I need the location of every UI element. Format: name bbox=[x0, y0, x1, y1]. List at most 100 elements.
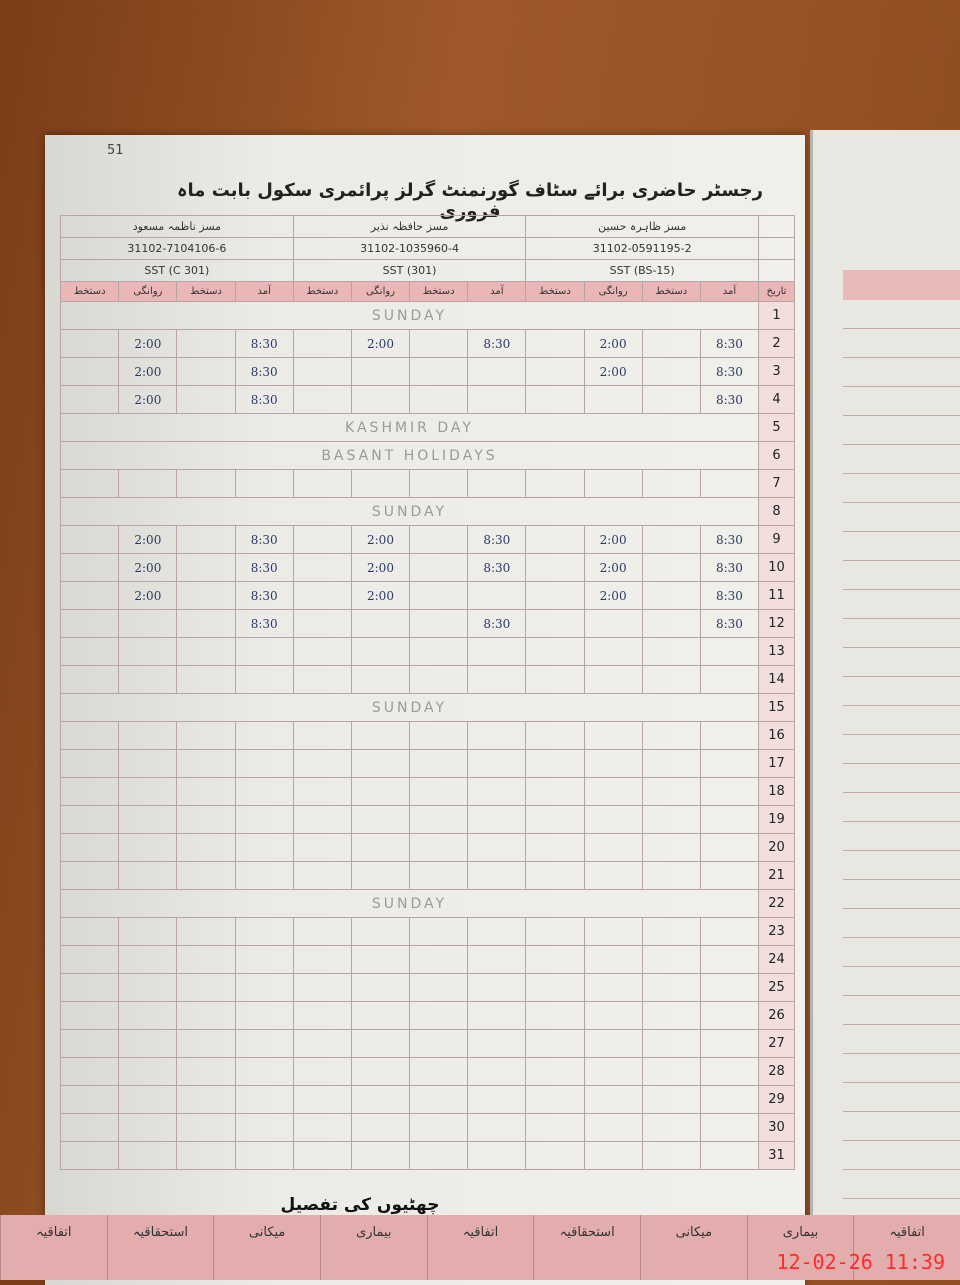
departure-time bbox=[118, 637, 178, 666]
arrival-time: 8:30 bbox=[699, 525, 760, 554]
signature bbox=[641, 1085, 701, 1114]
departure-time bbox=[583, 1001, 643, 1030]
departure-time bbox=[118, 777, 178, 806]
day-number: 17 bbox=[758, 749, 795, 778]
departure-time bbox=[118, 833, 178, 862]
arrival-time bbox=[699, 1029, 760, 1058]
signature bbox=[59, 385, 120, 414]
signature bbox=[409, 1029, 469, 1058]
signature bbox=[525, 805, 585, 834]
signature bbox=[525, 525, 585, 554]
arrival-time bbox=[467, 1029, 527, 1058]
day-note: KASHMIR DAY bbox=[60, 413, 759, 442]
day-number: 25 bbox=[758, 973, 795, 1002]
signature bbox=[641, 917, 701, 946]
day-row: 11 8:30 2:00 2:00 8:30 2:00 bbox=[59, 581, 795, 610]
departure-time bbox=[350, 861, 411, 890]
departure-time: 2:00 bbox=[583, 581, 643, 610]
staff-name: مسز حافظہ نذیر bbox=[292, 215, 527, 238]
departure-time: 2:00 bbox=[583, 329, 643, 358]
day-row: 2 8:30 2:00 8:30 2:00 8:30 2:00 bbox=[59, 329, 795, 358]
day-number: 6 bbox=[758, 441, 795, 470]
day-row: 7 bbox=[59, 469, 795, 498]
day-row: 21 bbox=[59, 861, 795, 890]
blank bbox=[758, 237, 795, 260]
departure-time bbox=[583, 637, 643, 666]
departure-time bbox=[350, 721, 411, 750]
signature bbox=[59, 777, 120, 806]
signature bbox=[292, 609, 352, 638]
column-header: دستخط bbox=[409, 281, 469, 302]
signature bbox=[292, 721, 352, 750]
arrival-time: 8:30 bbox=[699, 609, 760, 638]
signature bbox=[525, 1085, 585, 1114]
day-number: 27 bbox=[758, 1029, 795, 1058]
day-row: 16 bbox=[59, 721, 795, 750]
signature bbox=[176, 553, 236, 582]
arrival-time bbox=[699, 469, 760, 498]
arrival-time: 8:30 bbox=[234, 581, 294, 610]
signature bbox=[641, 1113, 701, 1142]
staff-cnic: 31102-0591195-2 bbox=[525, 237, 759, 260]
day-number: 11 bbox=[758, 581, 795, 610]
departure-time bbox=[350, 1113, 411, 1142]
staff-name: مسز ناظمہ مسعود bbox=[60, 215, 294, 238]
signature bbox=[525, 581, 585, 610]
arrival-time: 8:30 bbox=[234, 525, 294, 554]
day-number: 8 bbox=[758, 497, 795, 526]
signature bbox=[176, 1085, 236, 1114]
signature bbox=[641, 805, 701, 834]
day-row: 29 bbox=[59, 1085, 795, 1114]
departure-time bbox=[583, 777, 643, 806]
day-row: 13 bbox=[59, 637, 795, 666]
day-row: 4 8:30 8:30 2:00 bbox=[59, 385, 795, 414]
staff-post: SST (BS-15) bbox=[525, 259, 759, 282]
departure-time bbox=[350, 1001, 411, 1030]
day-row: 22 SUNDAY bbox=[60, 889, 795, 918]
signature bbox=[409, 1141, 469, 1170]
arrival-time: 8:30 bbox=[234, 329, 294, 358]
signature bbox=[292, 1029, 352, 1058]
signature bbox=[641, 357, 701, 386]
signature bbox=[59, 861, 120, 890]
departure-time bbox=[350, 973, 411, 1002]
signature bbox=[59, 553, 120, 582]
day-row: 15 SUNDAY bbox=[60, 693, 795, 722]
day-number: 3 bbox=[758, 357, 795, 386]
departure-time bbox=[118, 805, 178, 834]
signature bbox=[525, 357, 585, 386]
signature bbox=[292, 665, 352, 694]
departure-time bbox=[350, 805, 411, 834]
departure-time bbox=[118, 861, 178, 890]
day-row: 30 bbox=[59, 1113, 795, 1142]
arrival-time bbox=[467, 581, 527, 610]
signature bbox=[641, 553, 701, 582]
signature bbox=[525, 553, 585, 582]
arrival-time: 8:30 bbox=[467, 553, 527, 582]
departure-time bbox=[118, 1029, 178, 1058]
arrival-time bbox=[699, 1057, 760, 1086]
leave-type: بیماری bbox=[746, 1215, 854, 1280]
signature bbox=[641, 945, 701, 974]
signature bbox=[641, 637, 701, 666]
signature bbox=[292, 861, 352, 890]
departure-time bbox=[583, 1085, 643, 1114]
signature bbox=[641, 469, 701, 498]
signature bbox=[641, 777, 701, 806]
arrival-time bbox=[699, 721, 760, 750]
signature bbox=[525, 721, 585, 750]
signature bbox=[292, 917, 352, 946]
arrival-time: 8:30 bbox=[467, 609, 527, 638]
signature bbox=[176, 721, 236, 750]
departure-time bbox=[583, 721, 643, 750]
signature bbox=[59, 581, 120, 610]
departure-time bbox=[583, 469, 643, 498]
day-number: 23 bbox=[758, 917, 795, 946]
arrival-time bbox=[467, 917, 527, 946]
signature bbox=[292, 833, 352, 862]
staff-post: SST (301) bbox=[292, 259, 527, 282]
arrival-time bbox=[467, 1057, 527, 1086]
timestamp: 12-02-26 11:39 bbox=[776, 1250, 945, 1274]
arrival-time: 8:30 bbox=[234, 553, 294, 582]
